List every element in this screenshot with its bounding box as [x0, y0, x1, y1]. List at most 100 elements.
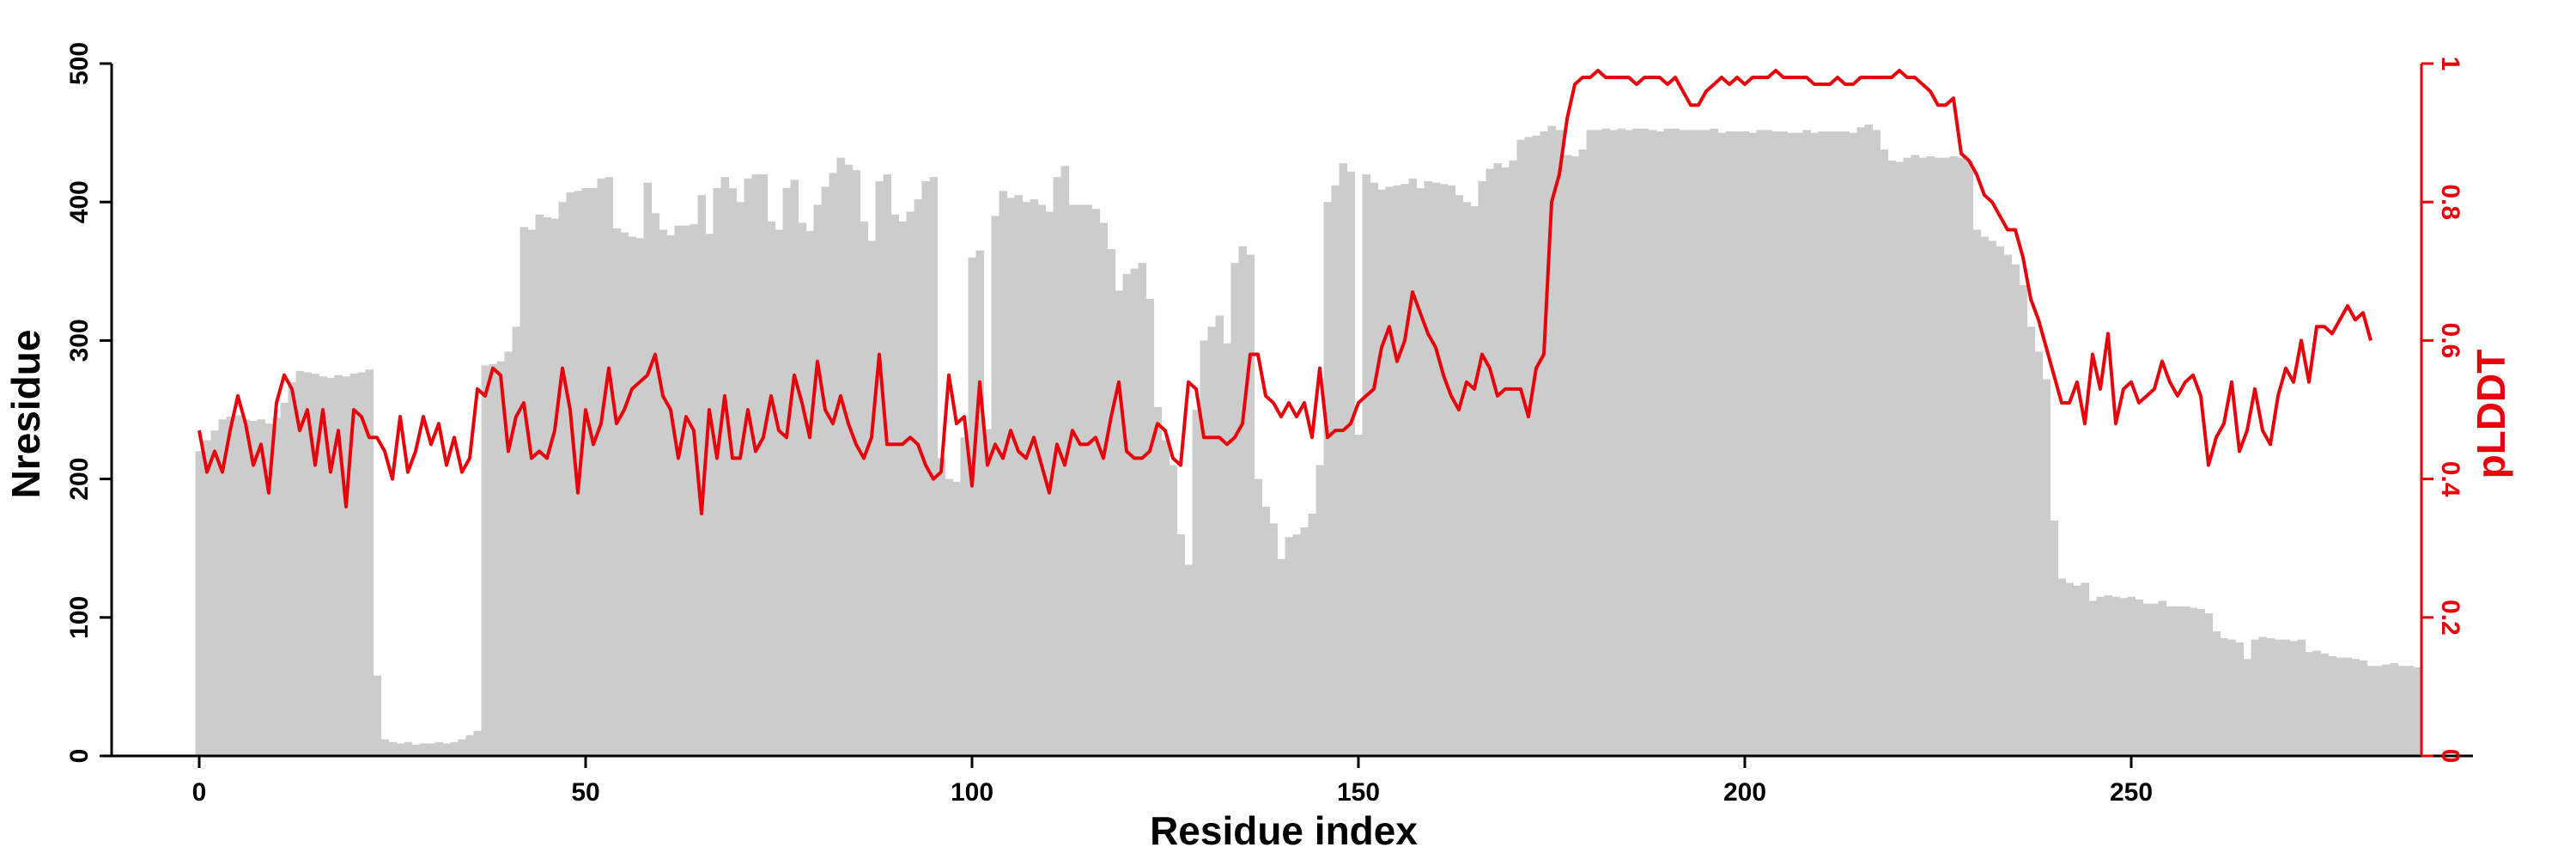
- nresidue-bar: [720, 177, 730, 756]
- nresidue-bar: [999, 191, 1008, 757]
- nresidue-bar: [2251, 639, 2260, 756]
- nresidue-bar: [1640, 128, 1649, 756]
- nresidue-bar: [489, 363, 498, 756]
- nresidue-bar: [342, 376, 351, 756]
- nresidue-bar: [1099, 222, 1109, 756]
- nresidue-bar: [1972, 229, 1982, 756]
- nresidue-bar: [643, 182, 653, 756]
- nresidue-bar: [527, 229, 537, 756]
- nresidue-bar: [1756, 130, 1765, 756]
- nresidue-bar: [867, 241, 877, 757]
- nresidue-bar: [790, 180, 799, 756]
- nresidue-bar: [2220, 637, 2229, 756]
- nresidue-bar: [2003, 254, 2013, 757]
- y-tick-label: 500: [65, 42, 94, 85]
- nresidue-bar: [1331, 185, 1340, 757]
- nresidue-bar: [427, 743, 436, 756]
- nresidue-bar: [1107, 249, 1116, 756]
- nresidue-bar: [975, 250, 985, 756]
- nresidue-bar: [1563, 155, 1572, 756]
- axis-labels: Residue index Nresidue pLDDT: [3, 330, 2513, 853]
- nresidue-bar: [234, 415, 243, 756]
- x-axis-title: Residue index: [1150, 808, 1418, 853]
- nresidue-bar: [388, 741, 398, 756]
- nresidue-bar: [1408, 178, 1418, 757]
- nresidue-bar: [728, 188, 738, 756]
- y2-tick-label: 1: [2436, 57, 2464, 71]
- nresidue-bar: [1184, 564, 1194, 756]
- nresidue-bar: [2243, 659, 2252, 756]
- nresidue-bar: [1424, 181, 1433, 756]
- nresidue-bar: [1578, 149, 1588, 756]
- nresidue-bar: [1285, 537, 1294, 756]
- y-axis-title: Nresidue: [3, 330, 48, 499]
- nresidue-bar: [1648, 130, 1657, 756]
- nresidue-bar: [1346, 171, 1356, 757]
- nresidue-bar: [2227, 639, 2237, 756]
- nresidue-bar: [1540, 131, 1549, 757]
- nresidue-bar: [682, 225, 691, 757]
- nresidue-bar: [2366, 666, 2376, 756]
- nresidue-bar: [1393, 185, 1402, 757]
- nresidue-bar: [1849, 132, 1858, 757]
- nresidue-bar: [1400, 184, 1410, 757]
- nresidue-bar: [1339, 163, 1348, 756]
- nresidue-bar: [1988, 241, 1997, 757]
- nresidue-bar: [767, 221, 776, 756]
- nresidue-bar: [1145, 299, 1155, 756]
- nresidue-bar: [952, 481, 962, 756]
- nresidue-bar: [1115, 290, 1124, 756]
- x-tick-label: 150: [1337, 778, 1380, 807]
- nresidue-bar: [411, 745, 421, 756]
- nresidue-bar: [798, 222, 807, 756]
- nresidue-bar: [1315, 465, 1325, 756]
- y2-tick-label: 0.8: [2436, 184, 2464, 220]
- y2-axis-title: pLDDT: [2469, 350, 2513, 479]
- nresidue-bar: [203, 440, 212, 756]
- nresidue-bar: [365, 369, 374, 756]
- nresidue-bar: [1864, 124, 1874, 756]
- y-tick-label: 200: [65, 458, 94, 501]
- nresidue-bar: [1779, 131, 1789, 757]
- y2-tick-label: 0.6: [2436, 323, 2464, 359]
- nresidue-bar: [1485, 168, 1495, 756]
- nresidue-bar: [1462, 202, 1472, 756]
- nresidue-bar: [1663, 128, 1673, 756]
- nresidue-bar: [2127, 596, 2136, 756]
- nresidue-bar: [1957, 157, 1966, 756]
- nresidue-bar: [218, 419, 228, 756]
- nresidue-bar: [442, 743, 452, 756]
- nresidue-bar: [2382, 664, 2391, 756]
- nresidue-bar: [2011, 264, 2020, 756]
- nresidue-bar: [1447, 185, 1456, 757]
- nresidue-bar: [2351, 659, 2360, 756]
- nresidue-bar: [1625, 130, 1634, 756]
- nresidue-bar: [1702, 130, 1711, 756]
- nresidue-bar: [2297, 639, 2306, 756]
- nresidue-bar: [821, 186, 830, 757]
- nresidue-bar: [2374, 666, 2384, 756]
- nresidue-bar: [1679, 130, 1688, 756]
- nresidue-bar: [2328, 655, 2337, 756]
- nresidue-bar: [805, 231, 815, 756]
- nresidue-bar: [1903, 157, 1912, 756]
- nresidue-bar: [597, 178, 606, 757]
- nresidue-bar: [674, 225, 683, 757]
- nresidue-bar: [2281, 639, 2291, 756]
- nresidue-bar: [1555, 130, 1564, 756]
- x-tick-label: 250: [2110, 778, 2153, 807]
- nresidue-bar: [1741, 131, 1750, 757]
- nresidue-bar: [1996, 246, 2005, 756]
- plddt-line: [197, 69, 2372, 515]
- nresidue-bar: [434, 741, 444, 756]
- nresidue-bar: [1725, 131, 1735, 757]
- nresidue-bar: [2142, 603, 2152, 756]
- nresidue-bar: [612, 228, 622, 757]
- nresidue-bar: [1006, 198, 1016, 757]
- nresidue-bar: [2081, 582, 2090, 756]
- nresidue-bar: [968, 257, 977, 756]
- nresidue-bar: [2065, 582, 2075, 756]
- nresidue-bar: [1887, 160, 1897, 757]
- nresidue-bar: [1787, 132, 1796, 757]
- nresidue-bar: [1826, 131, 1835, 757]
